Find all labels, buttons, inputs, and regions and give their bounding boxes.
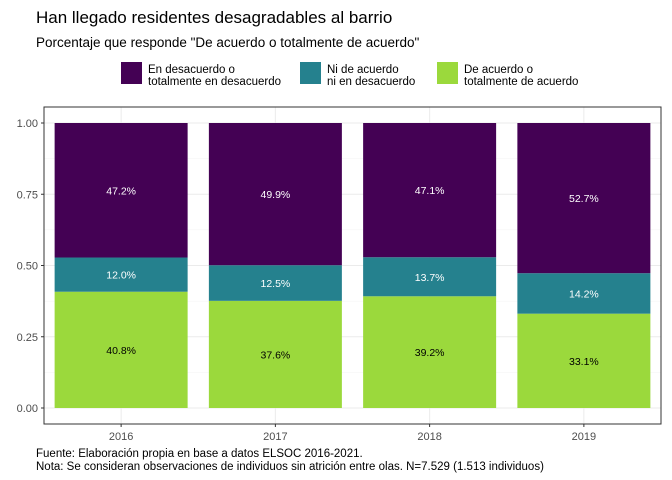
bar-segment: [517, 273, 651, 314]
y-tick-label: 0.00: [17, 403, 38, 415]
bar-data-label: 47.2%: [106, 185, 136, 197]
chart-title: Han llegado residentes desagradables al …: [36, 8, 392, 27]
bar-data-label: 14.2%: [569, 288, 599, 300]
chart-subtitle: Porcentaje que responde "De acuerdo o to…: [36, 35, 420, 50]
bar-data-label: 52.7%: [569, 193, 599, 205]
bar-data-label: 33.1%: [569, 356, 599, 368]
caption-line: Fuente: Elaboración propia en base a dat…: [36, 448, 363, 460]
bar-segment: [517, 313, 651, 408]
bar-segment: [54, 291, 188, 408]
y-tick-label: 0.25: [17, 332, 38, 344]
bar-segment: [208, 265, 342, 301]
legend-label: De acuerdo o: [464, 64, 533, 76]
legend-swatch: [300, 62, 321, 84]
y-tick-label: 0.50: [17, 261, 38, 273]
bar-data-label: 37.6%: [260, 349, 290, 361]
y-tick-label: 1.00: [17, 118, 38, 130]
plot-area: 40.8% 12.0% 47.2% 37.6% 12.5% 49.9% 39.2% 13.7%…: [17, 106, 662, 443]
legend-label: Ni de acuerdo: [327, 64, 399, 76]
legend-swatch: [121, 62, 142, 84]
x-tick-label: 2016: [109, 431, 133, 443]
legend-label: En desacuerdo o: [148, 64, 235, 76]
legend-label: totalmente en desacuerdo: [148, 76, 281, 88]
bar-segment: [54, 123, 188, 258]
caption-line: Nota: Se consideran observaciones de ind…: [36, 461, 544, 473]
bar-segment: [54, 257, 188, 292]
bar-data-label: 49.9%: [260, 189, 290, 201]
bar-data-label: 12.5%: [260, 278, 290, 290]
legend-swatch: [437, 62, 458, 84]
legend-label: ni en desacuerdo: [327, 76, 415, 88]
x-tick-label: 2019: [572, 431, 596, 443]
x-tick-label: 2018: [417, 431, 441, 443]
caption: Fuente: Elaboración propia en base a dat…: [36, 448, 544, 473]
bar-data-label: 12.0%: [106, 270, 136, 282]
x-tick-label: 2017: [263, 431, 287, 443]
legend-label: totalmente de acuerdo: [464, 76, 578, 88]
bar-segment: [517, 123, 651, 274]
bar-data-label: 13.7%: [415, 272, 445, 284]
bar-segment: [208, 123, 342, 266]
bar-segment: [363, 123, 497, 258]
bar-segment: [363, 257, 497, 297]
bar-segment: [208, 300, 342, 408]
y-tick-label: 0.75: [17, 189, 38, 201]
bar-segment: [363, 296, 497, 408]
bar-data-label: 47.1%: [415, 185, 445, 197]
bar-data-label: 39.2%: [415, 347, 445, 359]
bar-data-label: 40.8%: [106, 345, 136, 357]
